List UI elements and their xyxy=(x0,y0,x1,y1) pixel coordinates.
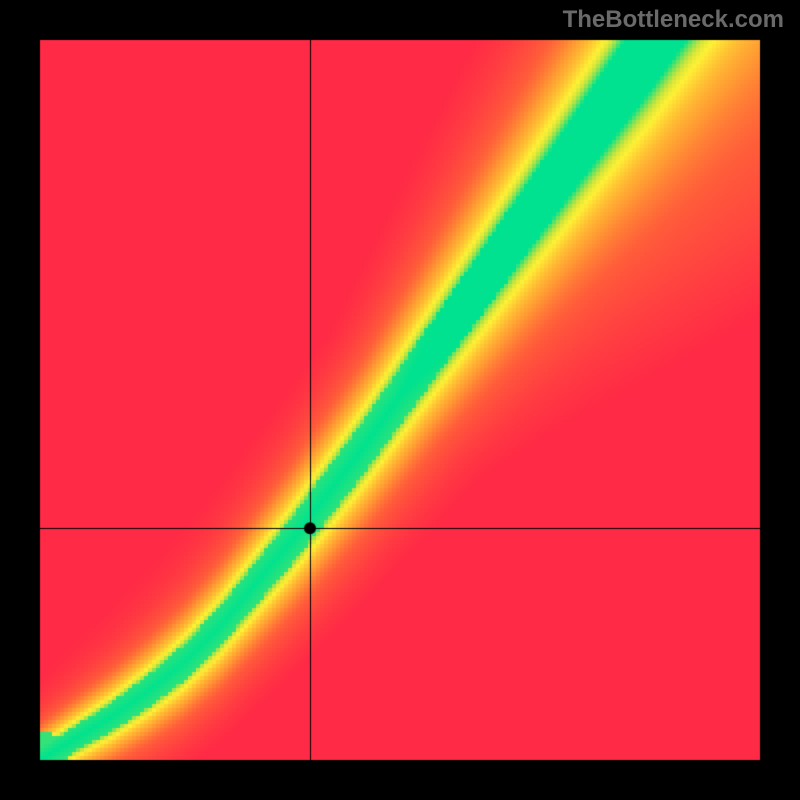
watermark-label: TheBottleneck.com xyxy=(563,6,784,34)
figure-root: TheBottleneck.com xyxy=(0,0,800,800)
bottleneck-heatmap xyxy=(0,0,800,800)
